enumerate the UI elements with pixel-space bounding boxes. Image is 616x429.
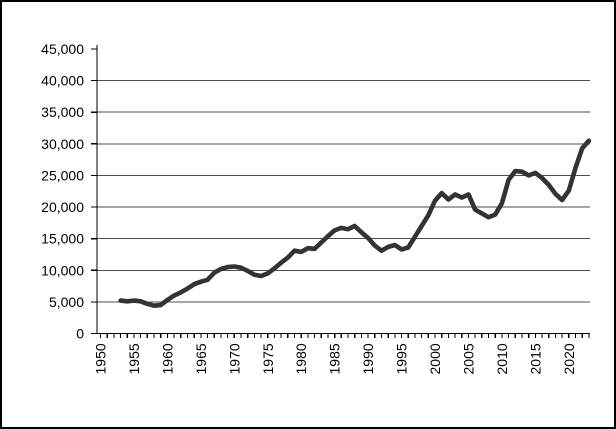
y-axis-label: 20,000 <box>41 199 84 215</box>
x-axis-label: 1970 <box>226 343 242 374</box>
data-line <box>118 138 592 309</box>
x-axis-label: 2020 <box>561 343 577 374</box>
x-axis-label: 1985 <box>327 343 343 374</box>
x-axis-label: 1960 <box>159 343 175 374</box>
x-axis-label: 1980 <box>293 343 309 374</box>
y-axis-label: 35,000 <box>41 104 84 120</box>
y-axis-label: 15,000 <box>41 231 84 247</box>
y-axis-label: 30,000 <box>41 136 84 152</box>
y-axis-label: 45,000 <box>41 41 84 57</box>
x-axis-label: 1965 <box>193 343 209 374</box>
x-axis-label: 1975 <box>260 343 276 374</box>
y-axis-label: 5,000 <box>49 294 84 310</box>
x-axis-label: 1955 <box>126 343 142 374</box>
y-axis-label: 10,000 <box>41 262 84 278</box>
x-axis-label: 2005 <box>460 343 476 374</box>
x-axis-label: 1950 <box>93 343 109 374</box>
y-axis-label: 40,000 <box>41 73 84 89</box>
x-axis-label: 2000 <box>427 343 443 374</box>
x-axis-label: 1990 <box>360 343 376 374</box>
y-axis-label: 0 <box>76 326 84 342</box>
x-axis-label: 1995 <box>394 343 410 374</box>
y-axis-label: 25,000 <box>41 167 84 183</box>
x-axis-label: 2010 <box>494 343 510 374</box>
x-axis-label: 2015 <box>527 343 543 374</box>
